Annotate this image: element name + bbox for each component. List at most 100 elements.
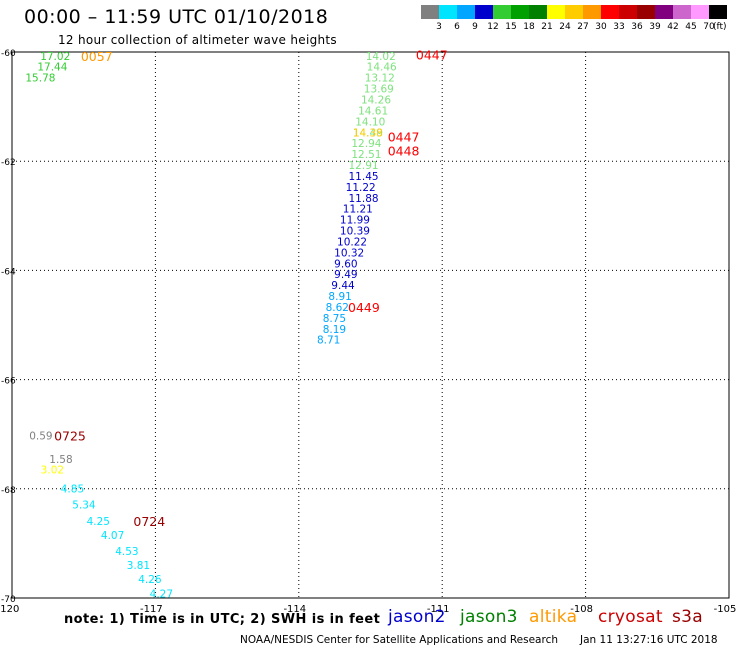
page-subtitle: 12 hour collection of altimeter wave hei… [58,33,337,47]
legend-tick-label: 18 [523,22,535,32]
y-tick-label: -68 [1,486,16,496]
legend-tick-label: 24 [559,22,571,32]
swh-value-label: 8.19 [323,324,346,336]
pass-time-label: 0449 [348,300,380,315]
swh-value-label: 13.69 [364,84,394,96]
legend-swatch [421,5,439,19]
x-tick-label: -114 [283,604,306,615]
swh-value-label: 14.02 [366,51,396,63]
swh-value-label: 17.44 [37,62,67,74]
satellite-name: jason3 [460,607,518,627]
swh-value-label: 14.61 [358,105,388,117]
swh-value-label: 11.88 [349,193,379,205]
legend-swatch [583,5,601,19]
swh-value-label: 10.22 [337,236,367,248]
swh-value-label: 12.51 [351,149,381,161]
legend-tick-label: 6 [454,22,460,32]
swh-value-label: 14.10 [355,116,385,128]
swh-value-label: 3.81 [127,560,150,572]
y-tick-label: -62 [1,158,16,168]
legend-tick-label: 12 [487,22,499,32]
legend-tick-label: 70 [703,22,715,32]
legend-tick-label: 45 [685,22,697,32]
swh-value-label: 5.34 [72,500,96,512]
swh-value-label: 10.32 [334,247,364,259]
swh-value-label: 8.71 [317,335,340,347]
generated-timestamp: Jan 11 13:27:16 UTC 2018 [580,634,718,646]
swh-value-label: 12.94 [351,138,381,150]
y-tick-label: -66 [1,377,16,387]
swh-value-label: 4.85 [61,483,84,495]
page-title: 00:00 – 11:59 UTC 01/10/2018 [24,6,329,28]
legend-swatch [709,5,727,19]
swh-value-label: 11.21 [343,204,373,216]
credit-line: NOAA/NESDIS Center for Satellite Applica… [240,634,558,646]
legend-swatch [601,5,619,19]
swh-value-label: 8.91 [328,291,351,303]
pass-time-label: 0725 [54,428,86,443]
swh-value-label: 0.59 [29,430,52,442]
swh-value-label: 8.75 [323,313,346,325]
legend-swatch [529,5,547,19]
x-tick-label: -108 [570,604,593,615]
swh-value-label: 15.78 [25,73,55,85]
legend-units: (ft) [713,22,727,32]
pass-time-label: 0724 [133,514,165,529]
x-tick-label: -105 [714,604,737,615]
swh-value-label: 11.45 [349,171,379,183]
swh-value-label: 14.46 [367,62,397,74]
swh-value-label: 14.38 [353,127,383,139]
legend-swatch [511,5,529,19]
legend-swatch [655,5,673,19]
x-tick-label: -117 [140,604,163,615]
legend-tick-label: 15 [505,22,517,32]
x-tick-label: -111 [427,604,450,615]
swh-value-label: 9.49 [334,269,357,281]
swh-value-label: 3.02 [41,465,64,477]
legend-tick-label: 42 [667,22,679,32]
swh-value-label: 10.39 [340,226,370,238]
swh-value-label: 14.26 [361,95,391,107]
legend-tick-label: 3 [436,22,442,32]
legend-tick-label: 30 [595,22,607,32]
satellite-name: s3a [672,607,703,627]
swh-value-label: 11.22 [346,182,376,194]
satellite-name: jason2 [388,607,446,627]
swh-value-label: 1.58 [49,454,72,466]
legend-swatch [457,5,475,19]
swh-value-label: 9.60 [334,258,357,270]
satellite-name: cryosat [598,607,663,627]
legend-swatch [565,5,583,19]
swh-value-label: 4.07 [101,530,124,542]
swh-value-label: 12.91 [349,160,379,172]
swh-value-label: 4.25 [87,516,110,528]
swh-value-label: 4.26 [138,574,162,586]
legend-tick-label: 36 [631,22,643,32]
x-tick-label: -120 [0,604,19,615]
footer-note: note: 1) Time is in UTC; 2) SWH is in fe… [64,612,381,627]
swh-value-label: 17.02 [40,51,70,63]
pass-time-label: 0447 [388,130,420,145]
legend-swatch [547,5,565,19]
legend-tick-label: 33 [613,22,625,32]
pass-time-label: 0057 [81,49,113,64]
y-tick-label: -64 [1,267,16,277]
y-tick-label: -60 [1,49,16,59]
legend-tick-label: 39 [649,22,661,32]
swh-value-label: 13.12 [365,73,395,85]
legend-swatch [439,5,457,19]
swh-value-label: 4.53 [115,546,138,558]
y-tick-label: -70 [1,595,16,605]
legend-tick-label: 27 [577,22,589,32]
legend-swatch [475,5,493,19]
map-frame [11,51,730,599]
swh-value-label: 14.49 [353,127,383,139]
legend-swatch [673,5,691,19]
satellite-name: altika [529,607,578,627]
legend-swatch [493,5,511,19]
swh-value-label: 4.27 [150,589,173,601]
legend-tick-label: 9 [472,22,478,32]
legend-swatch [637,5,655,19]
legend-swatch [619,5,637,19]
